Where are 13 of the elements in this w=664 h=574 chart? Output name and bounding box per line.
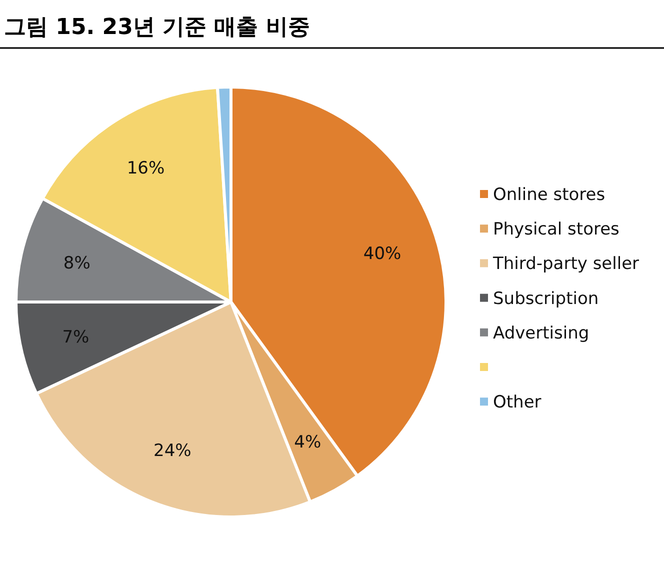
legend-label: Other (493, 392, 542, 413)
data-label: 8% (63, 253, 90, 274)
data-label: 7% (62, 328, 90, 348)
chart-title: 그림 15. 23년 기준 매출 비중 (4, 15, 310, 40)
data-label: 24% (154, 440, 192, 461)
legend-label: Subscription (493, 288, 599, 309)
data-label: 16% (126, 158, 165, 179)
legend-label: Advertising (493, 323, 590, 344)
data-label: 40% (363, 244, 402, 264)
legend-label: Third-party seller (492, 254, 640, 274)
data-label: 4% (294, 432, 322, 452)
legend-label: Physical stores (493, 220, 620, 240)
legend-label: Online stores (493, 185, 606, 205)
